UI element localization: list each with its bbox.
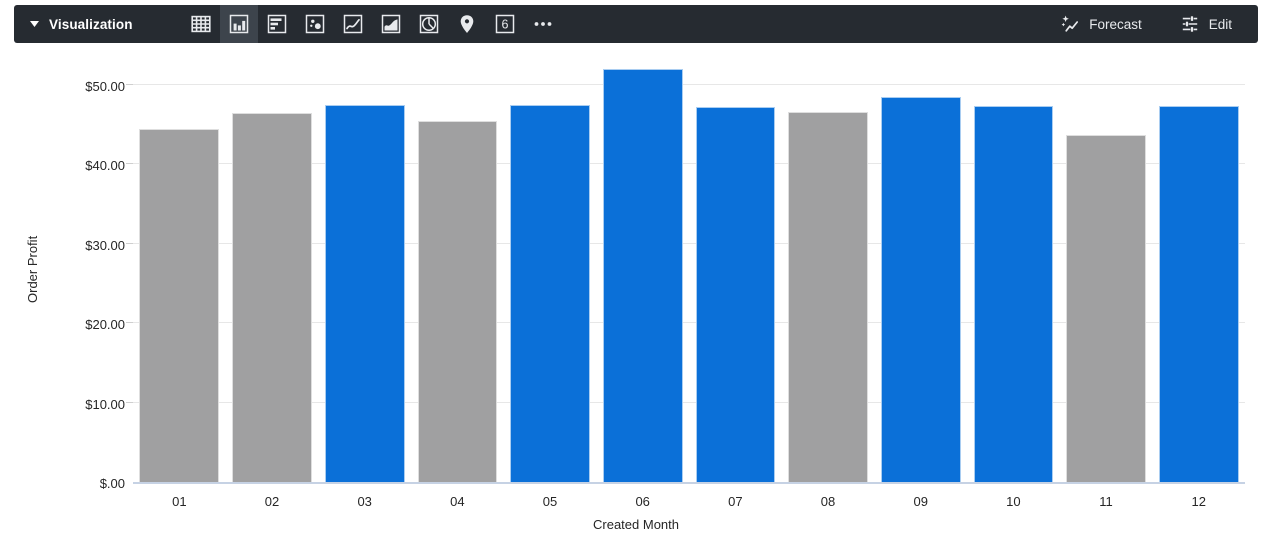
bar-chart-icon (267, 14, 286, 34)
visualization-toolbar: Visualization (14, 5, 1258, 43)
y-tick-label: $50.00 (85, 78, 125, 94)
bar-slot (318, 55, 411, 482)
x-tick-label: 12 (1191, 494, 1206, 509)
bar-slot (1060, 55, 1153, 482)
svg-text:6: 6 (501, 18, 508, 32)
y-tick-mark (126, 163, 133, 165)
y-tick-label: $20.00 (85, 317, 125, 333)
bar-slot (874, 55, 967, 482)
gridline (133, 242, 1245, 244)
x-tick-label: 09 (913, 494, 928, 509)
bar-slot (411, 55, 504, 482)
y-tick-label: $40.00 (85, 158, 125, 174)
x-tick-label: 11 (1099, 494, 1113, 509)
bar-month-11[interactable] (1066, 134, 1146, 482)
y-tick-mark (126, 242, 133, 244)
bar-slot (596, 55, 689, 482)
gridline (133, 401, 1245, 403)
area-chart-icon (381, 14, 400, 34)
column-chart-icon (229, 14, 248, 34)
gridline (133, 322, 1245, 324)
x-tick-label: 05 (542, 494, 558, 509)
bar-month-02[interactable] (232, 113, 312, 482)
gridline (133, 83, 1245, 85)
viz-type-more-button[interactable] (524, 5, 562, 43)
viz-type-single-value-button[interactable]: 6 (486, 5, 524, 43)
x-tick-label: 07 (728, 494, 743, 509)
x-tick-label: 01 (172, 494, 187, 509)
visualization-collapse-toggle[interactable]: Visualization (30, 17, 133, 32)
forecast-label: Forecast (1089, 16, 1142, 32)
bar-month-07[interactable] (695, 107, 776, 482)
x-axis-title: Created Month (593, 517, 679, 532)
map-pin-icon (460, 15, 473, 33)
x-tick-label: 08 (820, 494, 836, 509)
bar-month-01[interactable] (139, 129, 220, 482)
bar-slot (967, 55, 1060, 482)
table-icon (190, 15, 211, 33)
x-axis-labels: 01 02 03 04 05 06 07 08 09 10 11 12 (133, 494, 1245, 509)
y-tick-mark (126, 322, 133, 324)
edit-button[interactable]: Edit (1180, 14, 1232, 34)
forecast-button[interactable]: Forecast (1060, 14, 1142, 34)
ellipsis-icon (534, 22, 551, 26)
bar-month-06[interactable] (602, 68, 683, 482)
bar-slot (1152, 55, 1245, 482)
viz-type-area-button[interactable] (372, 5, 410, 43)
viz-type-picker: 6 (182, 5, 562, 43)
bar-month-04[interactable] (417, 121, 498, 482)
toolbar-title: Visualization (49, 16, 133, 32)
viz-type-table-button[interactable] (182, 5, 220, 43)
plot-area (126, 55, 1245, 484)
gridline (133, 163, 1245, 165)
pie-chart-icon (419, 14, 438, 34)
bar-month-08[interactable] (788, 111, 868, 482)
bar-month-10[interactable] (973, 106, 1054, 482)
bar-slot (226, 55, 319, 482)
bar-slot (689, 55, 782, 482)
y-tick-label: $10.00 (85, 396, 125, 412)
viz-type-line-button[interactable] (334, 5, 372, 43)
x-tick-label: 02 (264, 494, 280, 509)
bar-month-12[interactable] (1158, 106, 1239, 482)
bar-slot (133, 55, 226, 482)
y-tick-mark (126, 401, 133, 403)
line-chart-icon (343, 14, 362, 34)
x-tick-label: 10 (1006, 494, 1021, 509)
x-tick-label: 06 (635, 494, 650, 509)
y-tick-mark (126, 83, 133, 85)
scatter-plot-icon (305, 14, 324, 34)
toolbar-actions: Forecast Edit (1060, 14, 1232, 34)
viz-type-column-button[interactable] (219, 5, 258, 43)
viz-type-pie-button[interactable] (410, 5, 448, 43)
y-axis-labels: $.00 $10.00 $20.00 $30.00 $40.00 $50.00 (0, 55, 125, 491)
viz-type-scatter-button[interactable] (296, 5, 334, 43)
bar-slot (504, 55, 597, 482)
y-tick-label: $30.00 (85, 237, 125, 253)
bar-month-05[interactable] (510, 104, 590, 482)
column-chart: Order Profit $.00 $10.00 $20.00 $30.00 $40.0… (0, 55, 1272, 560)
edit-sliders-icon (1182, 16, 1197, 32)
x-tick-label: 03 (357, 494, 372, 509)
bar-month-09[interactable] (880, 96, 961, 482)
bars-container (133, 55, 1245, 482)
x-tick-label: 04 (450, 494, 465, 509)
y-tick-label: $.00 (99, 476, 125, 491)
viz-type-map-button[interactable] (448, 5, 486, 43)
forecast-sparkline-icon (1061, 15, 1079, 32)
single-value-icon: 6 (495, 14, 514, 34)
bar-month-03[interactable] (324, 104, 405, 482)
edit-label: Edit (1208, 16, 1232, 32)
bar-slot (782, 55, 875, 482)
caret-down-icon (30, 21, 39, 27)
viz-type-bar-button[interactable] (258, 5, 296, 43)
